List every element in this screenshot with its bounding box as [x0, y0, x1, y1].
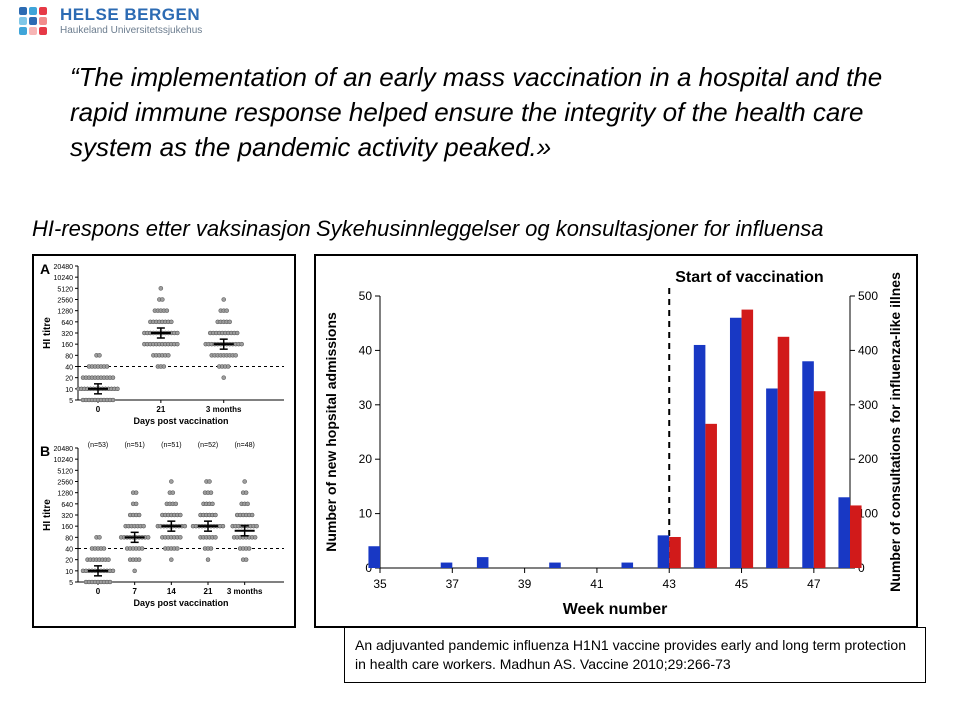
- svg-text:35: 35: [373, 577, 387, 591]
- logo-name: HELSE BERGEN: [60, 6, 202, 25]
- svg-text:40: 40: [65, 365, 73, 372]
- svg-text:HI titre: HI titre: [42, 317, 53, 349]
- svg-text:Days post vaccination: Days post vaccination: [133, 416, 228, 426]
- svg-text:10: 10: [65, 569, 73, 576]
- svg-text:640: 640: [61, 320, 73, 327]
- svg-text:10: 10: [359, 507, 373, 521]
- svg-text:2560: 2560: [57, 298, 73, 305]
- svg-text:43: 43: [663, 577, 677, 591]
- caption-left: HI-respons etter vaksinasjon: [32, 216, 311, 242]
- svg-text:47: 47: [807, 577, 821, 591]
- svg-text:0: 0: [96, 405, 101, 414]
- svg-text:40: 40: [65, 547, 73, 554]
- page-title: “The implementation of an early mass vac…: [70, 60, 890, 165]
- svg-text:A: A: [40, 261, 50, 277]
- svg-text:(n=48): (n=48): [234, 442, 254, 449]
- svg-text:50: 50: [359, 289, 373, 303]
- svg-text:0: 0: [96, 587, 101, 596]
- svg-text:Week number: Week number: [563, 601, 668, 618]
- svg-text:Number of new hopsital admissi: Number of new hopsital admissions: [323, 312, 339, 552]
- caption-right: Sykehusinnleggelser og konsultasjoner fo…: [316, 216, 824, 242]
- svg-text:(n=52): (n=52): [198, 442, 218, 449]
- svg-text:400: 400: [858, 343, 878, 357]
- svg-text:10: 10: [65, 387, 73, 394]
- hi-titre-chart: A HI titre 5 10 20 40 80 160 320 640 1280 2560 5120 1…: [34, 256, 294, 626]
- logo-text: HELSE BERGEN Haukeland Universitetssjuke…: [60, 6, 202, 36]
- svg-text:21: 21: [156, 405, 165, 414]
- logo-sub: Haukeland Universitetssjukehus: [60, 25, 202, 36]
- brand-logo: HELSE BERGEN Haukeland Universitetssjuke…: [18, 6, 202, 40]
- svg-text:14: 14: [167, 587, 176, 596]
- svg-text:80: 80: [65, 535, 73, 542]
- svg-text:320: 320: [61, 331, 73, 338]
- svg-text:Days post vaccination: Days post vaccination: [133, 598, 228, 608]
- svg-text:200: 200: [858, 452, 878, 466]
- svg-text:HI titre: HI titre: [42, 499, 53, 531]
- svg-text:300: 300: [858, 398, 878, 412]
- svg-text:1280: 1280: [57, 309, 73, 316]
- svg-text:640: 640: [61, 502, 73, 509]
- svg-text:160: 160: [61, 524, 73, 531]
- svg-text:20: 20: [359, 452, 373, 466]
- svg-text:10240: 10240: [54, 457, 74, 464]
- svg-text:40: 40: [359, 343, 373, 357]
- svg-text:5120: 5120: [57, 286, 73, 293]
- charts-row: A HI titre 5 10 20 40 80 160 320 640 1280 2560 5120 1…: [32, 254, 928, 628]
- svg-text:20480: 20480: [54, 446, 74, 453]
- svg-text:5: 5: [69, 398, 73, 405]
- svg-text:320: 320: [61, 513, 73, 520]
- svg-text:500: 500: [858, 289, 878, 303]
- svg-text:(n=51): (n=51): [124, 442, 144, 449]
- svg-text:Start of vaccination: Start of vaccination: [675, 269, 823, 286]
- svg-text:5: 5: [69, 580, 73, 587]
- svg-text:41: 41: [590, 577, 604, 591]
- admissions-chart: 0102030405001002003004005003537394143454…: [316, 256, 916, 626]
- svg-text:21: 21: [204, 587, 213, 596]
- svg-text:3 months: 3 months: [206, 405, 242, 414]
- svg-text:(n=53): (n=53): [88, 442, 108, 449]
- svg-text:7: 7: [132, 587, 137, 596]
- svg-text:20480: 20480: [54, 264, 74, 271]
- svg-text:80: 80: [65, 353, 73, 360]
- svg-text:3 months: 3 months: [227, 587, 263, 596]
- svg-text:20: 20: [65, 558, 73, 565]
- svg-text:1280: 1280: [57, 491, 73, 498]
- svg-text:2560: 2560: [57, 480, 73, 487]
- citation-box: An adjuvanted pandemic influenza H1N1 va…: [344, 627, 926, 683]
- hi-titre-panel: A HI titre 5 10 20 40 80 160 320 640 1280 2560 5120 1…: [32, 254, 296, 628]
- svg-text:20: 20: [65, 376, 73, 383]
- admissions-panel: 0102030405001002003004005003537394143454…: [314, 254, 918, 628]
- svg-text:B: B: [40, 443, 50, 459]
- logo-mark: [18, 6, 52, 40]
- svg-text:45: 45: [735, 577, 749, 591]
- svg-text:(n=51): (n=51): [161, 442, 181, 449]
- svg-text:39: 39: [518, 577, 532, 591]
- svg-text:5120: 5120: [57, 468, 73, 475]
- svg-text:30: 30: [359, 398, 373, 412]
- svg-text:37: 37: [446, 577, 460, 591]
- svg-text:Number of consultations for in: Number of consultations for influenza-li…: [887, 272, 903, 592]
- svg-text:10240: 10240: [54, 275, 74, 282]
- svg-text:160: 160: [61, 342, 73, 349]
